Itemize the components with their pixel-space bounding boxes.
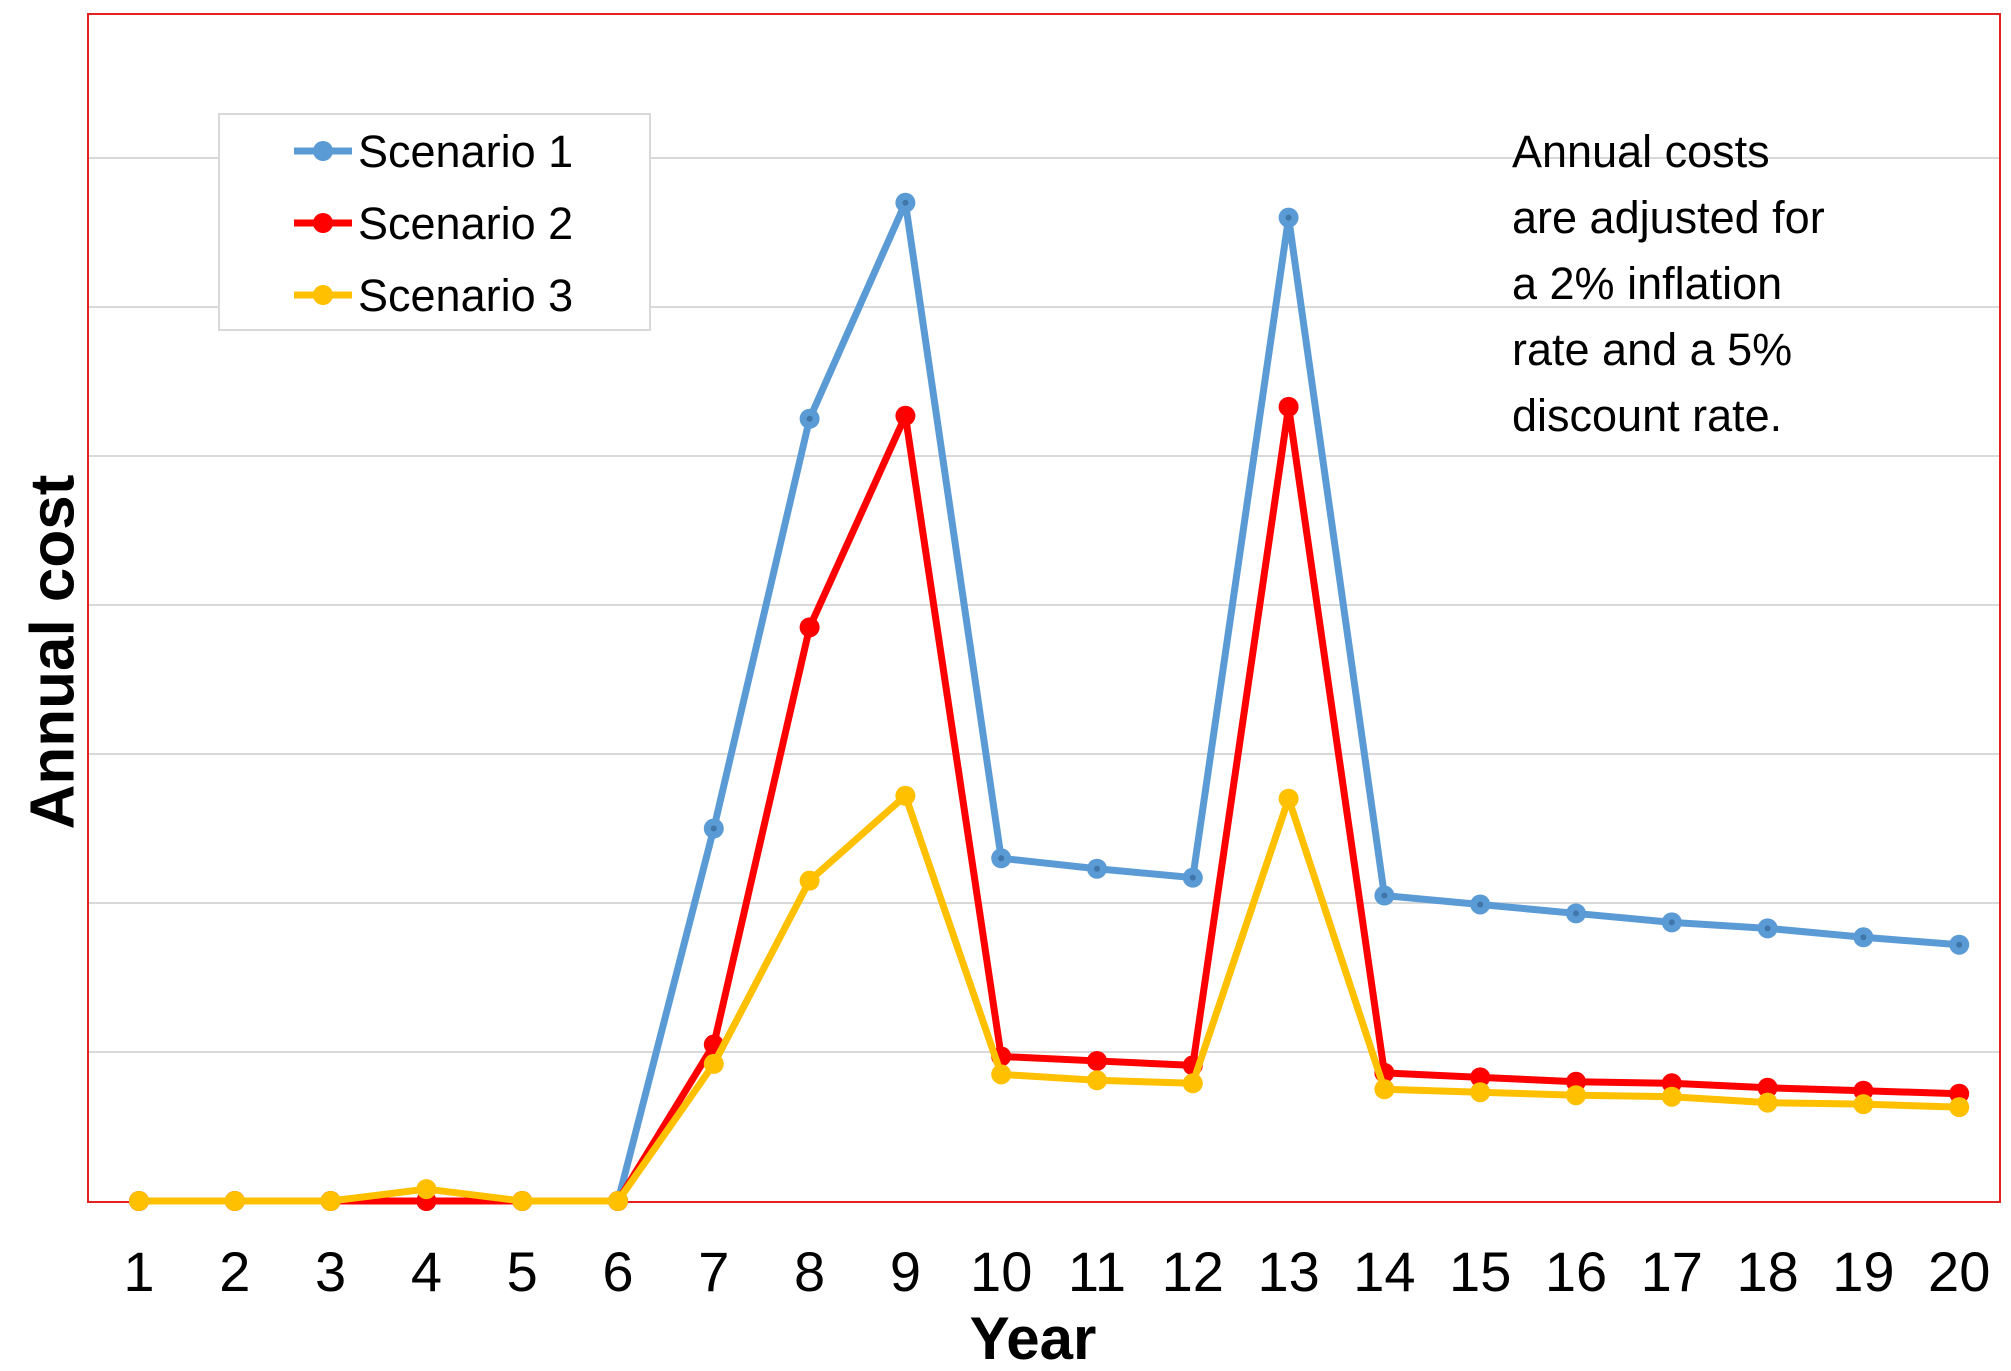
data-point-center — [1573, 910, 1579, 917]
x-tick-label: 17 — [1641, 1240, 1703, 1303]
data-point-center — [1764, 925, 1771, 932]
data-point — [799, 617, 820, 638]
x-tick-label: 13 — [1257, 1240, 1319, 1303]
x-tick-label: 8 — [794, 1240, 825, 1303]
x-tick-labels: 1 2 3 4 5 6 7 8 9 10 11 12 13 14 15 16 17 18 19 20 — [123, 1240, 1990, 1303]
x-tick-label: 6 — [602, 1240, 633, 1303]
x-tick-label: 4 — [411, 1240, 442, 1303]
data-point — [320, 1191, 341, 1211]
data-point-center — [1094, 865, 1100, 872]
data-point — [416, 1179, 437, 1200]
data-point-center — [1477, 901, 1484, 908]
legend-swatch-marker — [313, 285, 333, 305]
x-tick-label: 2 — [219, 1240, 250, 1303]
x-tick-label: 16 — [1545, 1240, 1607, 1303]
annotation-line: a 2% inflation — [1512, 258, 1782, 309]
data-point — [799, 870, 820, 891]
x-tick-label: 7 — [698, 1240, 729, 1303]
legend-item: Scenario 2 — [294, 198, 573, 249]
legend-box — [218, 113, 651, 331]
data-point — [1087, 1050, 1107, 1071]
annotation-line: Annual costs — [1512, 126, 1770, 177]
data-point — [1661, 1086, 1682, 1107]
legend-label: Scenario 3 — [358, 270, 573, 321]
data-point — [1278, 396, 1299, 417]
data-point — [512, 1191, 533, 1211]
x-tick-label: 18 — [1736, 1240, 1798, 1303]
x-axis-label: Year — [970, 1305, 1097, 1371]
data-point — [1949, 1097, 1970, 1118]
legend-swatch-marker — [313, 213, 333, 233]
x-tick-label: 14 — [1353, 1240, 1415, 1303]
data-point-center — [1668, 919, 1675, 926]
data-point-center — [1956, 941, 1963, 948]
legend-swatch-marker — [313, 141, 333, 161]
data-point-center — [902, 199, 909, 206]
annotation-line: discount rate. — [1512, 390, 1782, 441]
series-line — [135, 403, 1963, 1205]
data-point — [1374, 1079, 1395, 1100]
y-axis-label: Annual cost — [18, 475, 87, 830]
x-tick-label: 11 — [1068, 1240, 1126, 1303]
data-point — [1757, 1077, 1778, 1098]
x-tick-label: 20 — [1928, 1240, 1990, 1303]
data-point-center — [1381, 892, 1388, 899]
x-tick-label: 10 — [970, 1240, 1032, 1303]
x-tick-label: 5 — [507, 1240, 538, 1303]
gridlines — [89, 157, 1999, 1053]
data-point-center — [1189, 874, 1196, 881]
legend-item: Scenario 1 — [294, 126, 573, 177]
annotation-note: Annual costs are adjusted for a 2% inflati… — [1512, 126, 1825, 441]
x-tick-label: 12 — [1162, 1240, 1224, 1303]
data-point — [895, 405, 916, 426]
data-point — [129, 1191, 149, 1211]
plot-frame — [87, 13, 2001, 1203]
data-point-center — [1860, 934, 1867, 941]
data-point — [1853, 1094, 1874, 1115]
data-point — [1182, 1073, 1203, 1094]
data-point — [895, 785, 916, 806]
data-point — [1087, 1070, 1107, 1091]
series-layer — [129, 192, 1970, 1211]
data-point — [1470, 1082, 1491, 1103]
data-point-center — [998, 855, 1005, 862]
data-point — [1278, 788, 1299, 809]
legend: Scenario 1 Scenario 2 Scenario 3 — [218, 113, 651, 331]
data-point — [224, 1191, 245, 1211]
data-point — [1566, 1085, 1586, 1106]
data-point — [991, 1064, 1012, 1085]
x-tick-label: 15 — [1449, 1240, 1511, 1303]
annotation-line: rate and a 5% — [1512, 324, 1792, 375]
x-tick-label: 1 — [123, 1240, 154, 1303]
legend-label: Scenario 1 — [358, 126, 573, 177]
data-point — [1757, 1092, 1778, 1113]
data-point-center — [806, 415, 813, 422]
series-line — [135, 792, 1963, 1205]
data-point — [1470, 1067, 1491, 1088]
series-3 — [129, 785, 1970, 1211]
data-point-center — [710, 825, 717, 832]
x-tick-label: 3 — [315, 1240, 346, 1303]
x-tick-label: 9 — [890, 1240, 921, 1303]
annotation-line: are adjusted for — [1512, 192, 1825, 243]
data-point — [703, 1053, 724, 1074]
legend-label: Scenario 2 — [358, 198, 573, 249]
x-tick-label: 19 — [1832, 1240, 1894, 1303]
data-point — [608, 1191, 628, 1211]
legend-items: Scenario 1 Scenario 2 Scenario 3 — [294, 126, 573, 321]
data-point-center — [1285, 214, 1292, 221]
legend-item: Scenario 3 — [294, 270, 573, 321]
